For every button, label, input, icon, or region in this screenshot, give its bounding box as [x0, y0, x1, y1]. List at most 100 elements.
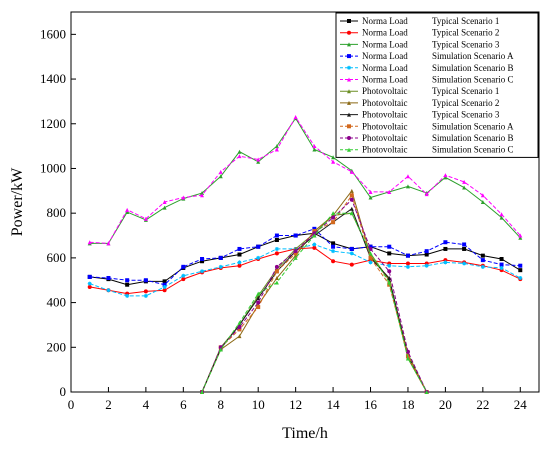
data-point: [480, 264, 485, 269]
y-tick-label: 600: [47, 250, 67, 265]
data-point: [293, 255, 298, 260]
x-tick-label: 0: [68, 397, 75, 412]
legend-scenario: Typical Scenario 1: [432, 86, 499, 96]
data-point: [347, 136, 351, 140]
legend: Norma Load Typical Scenario 1 Norma Load Ty…: [335, 12, 539, 158]
data-point: [462, 242, 467, 247]
legend-label: Norma Load: [362, 39, 408, 49]
data-point: [405, 261, 410, 266]
data-point: [331, 159, 336, 164]
legend-item: Photovoltaic Typical Scenario 3: [340, 110, 500, 120]
data-point: [125, 293, 130, 298]
data-point: [162, 205, 167, 210]
data-point: [237, 325, 242, 330]
data-point: [106, 288, 111, 293]
x-tick-label: 12: [289, 397, 302, 412]
data-point: [218, 169, 223, 174]
x-tick-label: 8: [218, 397, 225, 412]
data-point: [499, 265, 504, 270]
legend-label: Norma Load: [362, 16, 408, 26]
data-point: [218, 264, 223, 269]
legend-scenario: Typical Scenario 2: [432, 98, 499, 108]
x-tick-label: 14: [327, 397, 341, 412]
data-point: [293, 115, 298, 120]
data-point: [499, 262, 504, 267]
data-point: [347, 147, 351, 152]
data-point: [125, 278, 130, 283]
data-point: [387, 189, 392, 194]
data-point: [237, 252, 242, 257]
data-point: [387, 251, 392, 256]
data-point: [480, 253, 485, 258]
data-point: [405, 354, 410, 359]
data-point: [312, 144, 317, 149]
data-point: [387, 280, 392, 285]
y-tick-label: 1200: [40, 116, 66, 131]
data-point: [237, 327, 242, 332]
data-point: [312, 147, 317, 152]
data-point: [143, 293, 148, 298]
data-point: [256, 159, 261, 164]
data-point: [181, 277, 186, 282]
series-path: [89, 117, 521, 244]
legend-item: Photovoltaic Simulation Scenario C: [340, 145, 514, 155]
legend-scenario: Typical Scenario 3: [432, 39, 500, 49]
y-tick-label: 1400: [40, 71, 66, 86]
legend-label: Norma Load: [362, 63, 408, 73]
series-path: [201, 189, 428, 393]
data-point: [405, 356, 410, 361]
x-tick-label: 16: [364, 397, 378, 412]
legend-label: Photovoltaic: [362, 86, 408, 96]
legend-item: Photovoltaic Simulation Scenario B: [340, 133, 514, 143]
data-point: [181, 264, 186, 269]
legend-item: Norma Load Typical Scenario 1: [340, 16, 499, 26]
data-point: [387, 263, 392, 268]
series-line: [87, 242, 523, 298]
legend-label: Norma Load: [362, 75, 408, 85]
data-point: [347, 65, 351, 70]
legend-scenario: Simulation Scenario B: [432, 63, 514, 73]
legend-item: Norma Load Simulation Scenario A: [340, 51, 514, 61]
series-line: [87, 231, 523, 287]
legend-box: [335, 12, 539, 158]
data-point: [293, 251, 298, 256]
data-point: [424, 249, 429, 254]
data-point: [274, 280, 279, 285]
data-point: [162, 284, 167, 289]
data-point: [424, 263, 429, 268]
data-point: [368, 260, 373, 265]
data-point: [87, 274, 92, 279]
x-tick-label: 4: [143, 397, 150, 412]
data-point: [162, 200, 167, 204]
data-point: [143, 278, 148, 283]
data-point: [274, 251, 279, 256]
data-point: [347, 112, 351, 117]
series-path: [89, 247, 521, 295]
data-point: [237, 149, 242, 154]
data-point: [125, 207, 130, 212]
legend-label: Norma Load: [362, 28, 408, 38]
data-point: [143, 216, 148, 221]
legend-label: Photovoltaic: [362, 121, 408, 131]
data-point: [293, 249, 298, 254]
data-point: [218, 255, 223, 260]
plot-frame: [70, 11, 540, 393]
data-point: [368, 255, 373, 260]
data-point: [218, 174, 223, 179]
legend-item: Photovoltaic Typical Scenario 1: [340, 86, 499, 96]
x-tick-label: 10: [252, 397, 265, 412]
series-line: [87, 226, 523, 287]
data-point: [405, 253, 410, 258]
data-point: [87, 284, 92, 289]
legend-label: Photovoltaic: [362, 110, 408, 120]
data-point: [181, 195, 186, 200]
data-point: [405, 349, 410, 354]
data-point: [312, 231, 317, 236]
series-path: [89, 228, 521, 286]
data-point: [462, 185, 467, 190]
data-point: [480, 193, 485, 198]
series-path: [89, 243, 521, 297]
data-point: [162, 279, 167, 284]
data-point: [274, 144, 279, 149]
data-point: [349, 197, 354, 202]
